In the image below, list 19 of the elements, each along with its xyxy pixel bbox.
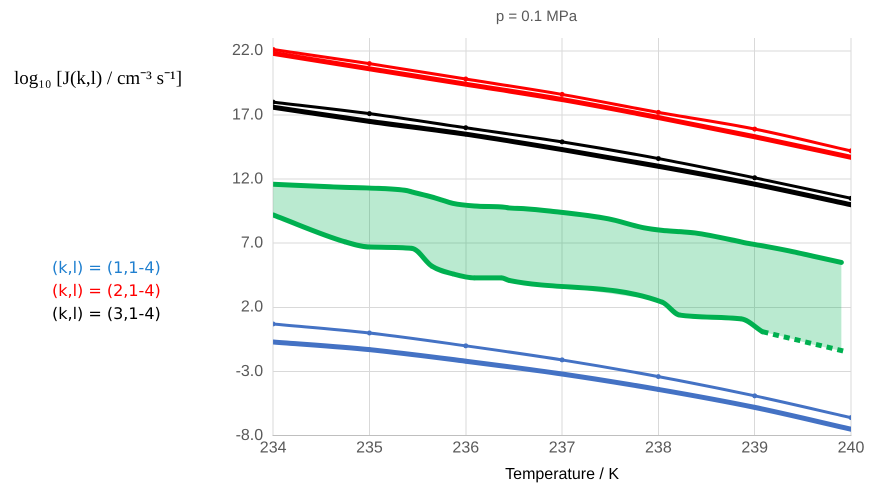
x-tick-label: 240 <box>838 440 864 457</box>
x-tick-label: 237 <box>548 440 576 457</box>
y-tick-label: -3.0 <box>236 362 264 380</box>
y-axis-title: log₁₀ [J(k,l) / cm⁻³ s⁻¹] <box>14 67 182 90</box>
x-tick-label: 239 <box>741 440 768 457</box>
x-tick-label: 234 <box>260 440 287 457</box>
x-axis-title: Temperature / K <box>505 466 620 483</box>
chart-title: p = 0.1 MPa <box>496 8 578 26</box>
y-tick-label: 22.0 <box>232 42 264 60</box>
y-tick-label: 17.0 <box>232 106 264 124</box>
y-tick-label: 12.0 <box>232 170 264 188</box>
text: (k,l) = (3,1-4) <box>52 303 161 325</box>
y-tick-label: 7.0 <box>240 234 264 252</box>
text: (k,l) = (2,1-4) <box>52 280 161 302</box>
x-tick-label: 236 <box>452 440 480 457</box>
y-tick-label: 2.0 <box>240 298 264 316</box>
x-tick-label: 238 <box>645 440 672 457</box>
x-tick-label: 235 <box>356 440 383 457</box>
text: (k,l) = (1,1-4) <box>52 257 161 279</box>
